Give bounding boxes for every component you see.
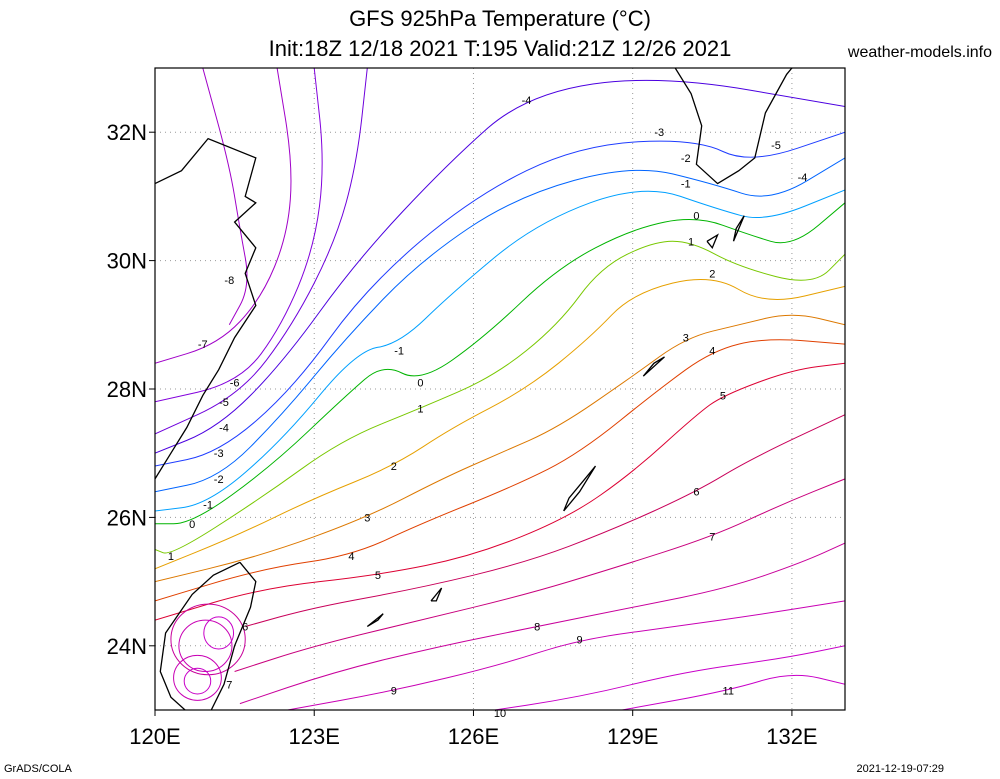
isotherm-loop (170, 603, 246, 676)
isotherm-line (245, 414, 845, 627)
contour-label: 6 (242, 622, 248, 634)
contour-label: -5 (219, 397, 229, 409)
x-tick-label: 120E (129, 724, 180, 749)
contour-label: -3 (214, 448, 224, 460)
x-tick-label: 123E (289, 724, 340, 749)
coastline (642, 356, 665, 377)
contour-label: 6 (693, 487, 699, 499)
coastline (366, 613, 384, 628)
contour-label: 1 (417, 403, 423, 415)
map-subtitle: Init:18Z 12/18 2021 T:195 Valid:21Z 12/2… (268, 36, 732, 61)
contour-label: -4 (522, 95, 532, 107)
contour-label: 0 (417, 378, 423, 390)
contour-label: -6 (230, 378, 240, 390)
contour-label: -2 (681, 153, 691, 165)
y-tick-label: 28N (107, 377, 147, 402)
contour-label: 9 (577, 634, 583, 646)
contour-label: 0 (189, 519, 195, 531)
isotherm-line (491, 645, 845, 710)
contour-label: 3 (364, 512, 370, 524)
contour-label: -7 (198, 339, 208, 351)
contour-label: 8 (534, 622, 540, 634)
y-tick-label: 30N (107, 249, 147, 274)
isotherm-loop (203, 616, 235, 650)
contour-label: -3 (654, 127, 664, 139)
coastline (674, 68, 793, 185)
site-credit: weather-models.info (847, 44, 992, 61)
contour-label: 2 (709, 268, 715, 280)
coastline (430, 587, 443, 602)
y-tick-label: 26N (107, 505, 147, 530)
x-tick-label: 132E (766, 724, 817, 749)
contour-label: 7 (226, 679, 232, 691)
x-tick-label: 126E (448, 724, 499, 749)
contour-label: -1 (203, 500, 213, 512)
isotherm-loop (173, 654, 222, 701)
isotherm-line (622, 674, 845, 710)
y-tick-label: 24N (107, 634, 147, 659)
footer-software: GrADS/COLA (4, 763, 72, 775)
isotherm-line (155, 68, 368, 435)
contour-label: 7 (709, 532, 715, 544)
footer-timestamp: 2021-12-19-07:29 (856, 763, 944, 775)
isotherm-line (155, 279, 845, 570)
contour-label: 0 (693, 211, 699, 223)
contour-label: -8 (224, 275, 234, 287)
map-title: GFS 925hPa Temperature (°C) (349, 6, 651, 31)
contour-label: 2 (391, 461, 397, 473)
isotherm-loop (183, 667, 212, 695)
contour-label: 9 (391, 686, 397, 698)
contour-labels: -8-7-6-5-4-3-2-101-1012345678991011-4-3-… (168, 95, 808, 720)
isotherm-line (287, 600, 845, 710)
contour-label: 11 (723, 686, 734, 698)
coastline (155, 137, 257, 480)
isotherm-line (155, 157, 845, 493)
lat-lon-grid (154, 68, 845, 710)
contour-label: -1 (394, 345, 404, 357)
axis-ticks: 120E 123E 126E 129E 132E 24N 26N 28N 30N 32N (107, 120, 818, 749)
contour-label: 4 (348, 551, 354, 563)
coastline (563, 465, 597, 512)
coastlines (155, 68, 793, 710)
isotherm-line (155, 79, 845, 454)
isotherm-line (239, 542, 845, 705)
contour-label: 10 (494, 708, 506, 720)
isotherm-line (155, 68, 292, 364)
isotherm-line (155, 189, 845, 512)
contour-label: 4 (709, 345, 715, 357)
contour-label: 3 (683, 333, 689, 345)
contour-label: -5 (771, 140, 781, 152)
isotherm-line (155, 240, 845, 554)
isotherm-line (155, 339, 845, 602)
x-tick-label: 129E (607, 724, 658, 749)
isotherm-loop (178, 619, 233, 672)
temperature-contours (155, 68, 845, 710)
isotherm-line (155, 68, 323, 403)
isotherm-line (155, 202, 845, 525)
coastline (732, 215, 745, 242)
contour-label: -4 (219, 423, 229, 435)
isotherm-line (234, 478, 845, 672)
isotherm-line (155, 131, 845, 467)
contour-label: -2 (214, 474, 224, 486)
y-tick-label: 32N (107, 120, 147, 145)
contour-label: 5 (375, 570, 381, 582)
isotherm-line (155, 362, 845, 621)
contour-label: 1 (168, 551, 174, 563)
coastline (159, 561, 257, 710)
contour-label: -1 (681, 179, 691, 191)
coastline (706, 233, 719, 250)
contour-label: 5 (720, 390, 726, 402)
isotherm-line (155, 314, 845, 583)
contour-label: -4 (798, 172, 808, 184)
contour-label: 1 (688, 236, 694, 248)
